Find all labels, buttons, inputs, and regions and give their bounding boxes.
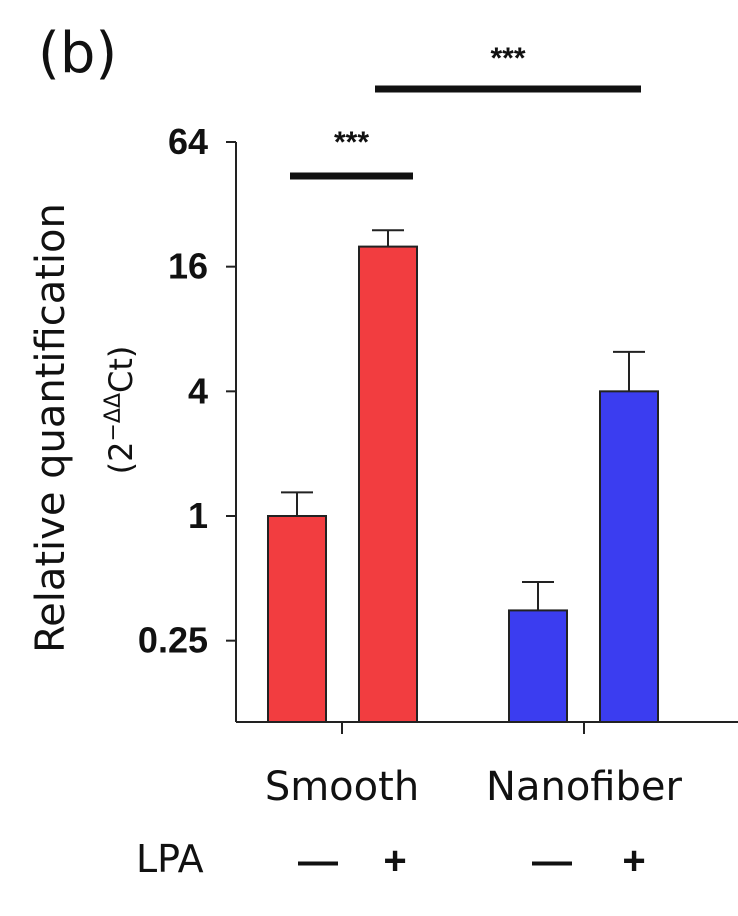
lpa-sign: +	[383, 839, 406, 883]
y-axis-title: Relative quantification	[28, 203, 74, 653]
lpa-sign: +	[622, 839, 645, 883]
significance-label: ***	[490, 42, 525, 75]
panel-label: (b)	[38, 21, 117, 86]
y-unit-rest: Ct)	[102, 346, 140, 393]
y-unit-base: (2	[102, 442, 140, 475]
axes: 0.25 1 4 16 64	[138, 121, 738, 734]
group-label-nanofiber: Nanofiber	[486, 764, 682, 810]
bar-smooth-lpa-plus	[358, 245, 418, 723]
y-tick-label: 0.25	[138, 620, 208, 661]
significance-annotations: *** ***	[290, 42, 641, 180]
y-tick-label: 4	[188, 370, 208, 411]
y-tick-label: 16	[168, 246, 208, 287]
bar-nanofiber-lpa-minus	[508, 609, 568, 723]
y-tick-label: 64	[168, 121, 208, 162]
lpa-sign: —	[298, 839, 338, 883]
y-axis-unit: (2−ΔΔCt)	[101, 346, 140, 475]
bar-smooth-lpa-minus	[267, 515, 327, 723]
y-tick-label: 1	[188, 495, 208, 536]
group-label-smooth: Smooth	[265, 764, 419, 810]
bar-nanofiber-lpa-plus	[599, 390, 659, 723]
lpa-sign: —	[532, 839, 572, 883]
condition-label: LPA	[136, 837, 204, 881]
y-axis-label: Relative quantification (2−ΔΔCt)	[28, 203, 140, 653]
bars	[267, 229, 659, 723]
y-unit-exponent: −ΔΔ	[101, 393, 126, 442]
x-axis-labels: Smooth Nanofiber LPA — + — +	[136, 764, 683, 883]
significance-label: ***	[334, 126, 369, 159]
